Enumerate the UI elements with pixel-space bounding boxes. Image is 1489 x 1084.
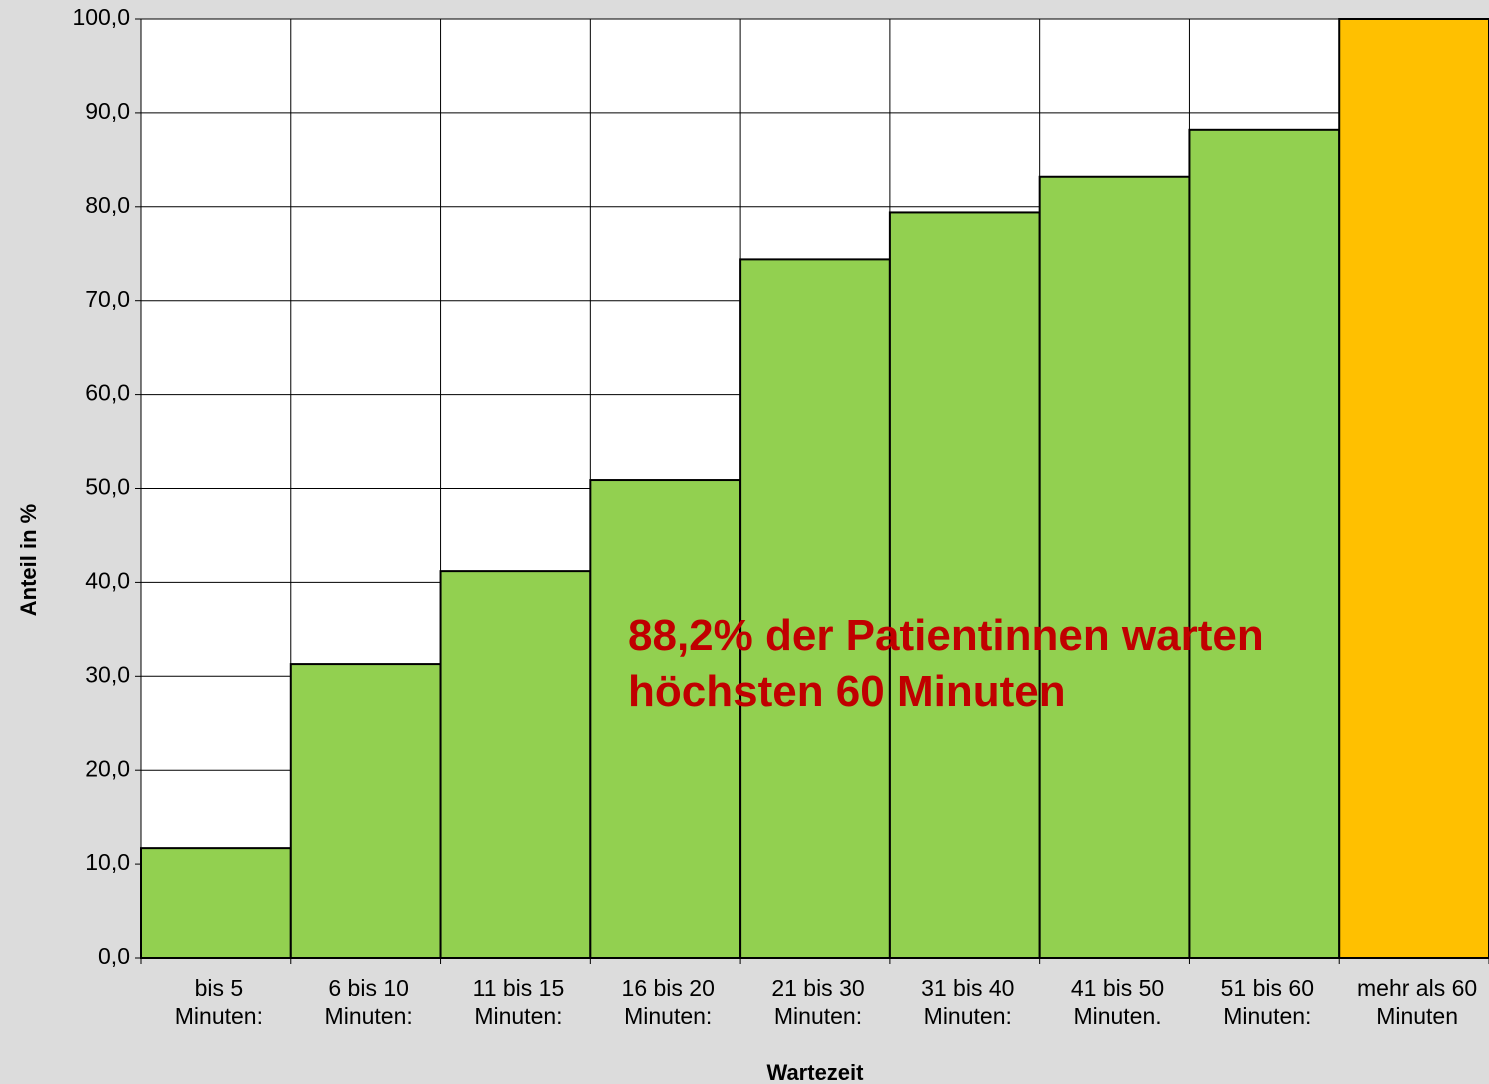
y-tick-label: 10,0 xyxy=(85,849,130,875)
x-tick-label: 6 bis 10 Minuten: xyxy=(324,975,413,1029)
bar xyxy=(289,663,442,960)
y-tick-label: 20,0 xyxy=(85,755,130,781)
bar xyxy=(1338,18,1489,959)
y-tick-label: 100,0 xyxy=(72,4,130,30)
y-tick-label: 90,0 xyxy=(85,98,130,124)
bar xyxy=(140,847,292,960)
x-axis-label: Wartezeit xyxy=(767,1060,865,1084)
x-tick-label: 31 bis 40 Minuten: xyxy=(921,975,1015,1029)
x-tick-label: bis 5 Minuten: xyxy=(174,975,263,1029)
bar xyxy=(888,211,1041,959)
x-tick-label: 21 bis 30 Minuten: xyxy=(771,975,865,1029)
y-tick-label: 70,0 xyxy=(85,286,130,312)
y-tick-label: 0,0 xyxy=(98,943,130,969)
x-tick-label: 11 bis 15 Minuten: xyxy=(472,975,565,1029)
bar xyxy=(1188,128,1341,959)
y-tick-label: 50,0 xyxy=(85,474,130,500)
y-tick-label: 40,0 xyxy=(85,567,130,593)
y-tick-label: 60,0 xyxy=(85,380,130,406)
y-tick-label: 30,0 xyxy=(85,661,130,687)
x-tick-label: mehr als 60 Minuten xyxy=(1357,975,1478,1029)
y-axis-label: Anteil in % xyxy=(16,504,41,616)
x-tick-label: 16 bis 20 Minuten: xyxy=(621,975,715,1029)
bar xyxy=(1038,175,1191,959)
y-tick-label: 80,0 xyxy=(85,192,130,218)
x-tick-label: 41 bis 50 Minuten. xyxy=(1070,975,1165,1029)
x-tick-label: 51 bis 60 Minuten: xyxy=(1220,975,1314,1029)
bar xyxy=(439,570,592,960)
annotation: 88,2% der Patientinnen warten höchsten 6… xyxy=(628,611,1264,716)
bar xyxy=(589,479,742,959)
